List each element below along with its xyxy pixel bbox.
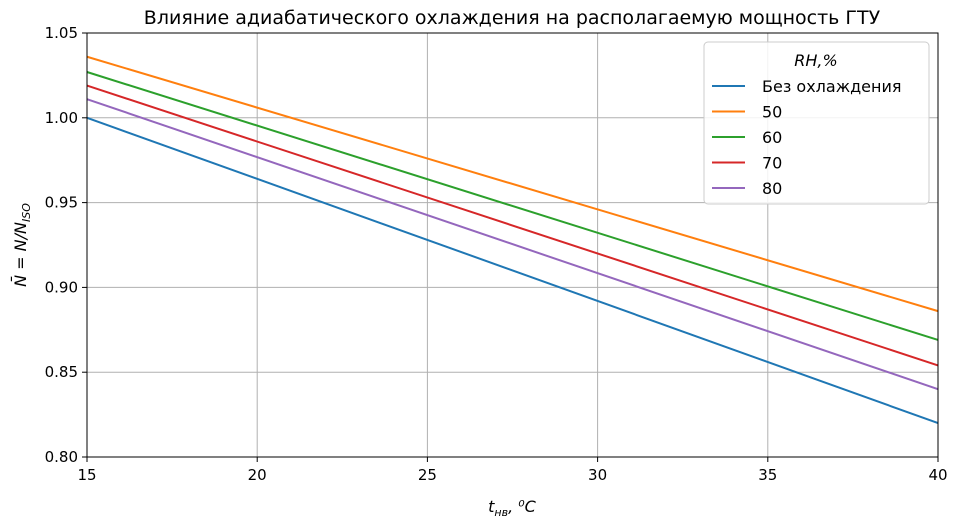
series-line-3 — [86, 84, 939, 367]
y-axis-label-main: N̄ = N/N — [11, 222, 30, 287]
y-tick-label: 0.85 — [45, 363, 78, 381]
legend-label-2: 60 — [762, 128, 782, 147]
legend-items: Без охлаждения 50 60 70 80 — [712, 77, 902, 198]
series-line-4 — [86, 98, 939, 391]
x-tick-label: 40 — [928, 466, 947, 484]
series-line-1 — [86, 55, 939, 313]
x-tick-label: 25 — [418, 466, 437, 484]
x-axis-ticks: 15 20 25 30 35 40 — [77, 457, 948, 484]
series-line-2 — [86, 71, 939, 341]
legend-label-3: 70 — [762, 154, 782, 173]
x-tick-label: 30 — [588, 466, 607, 484]
legend-label-1: 50 — [762, 103, 782, 122]
series-lines — [86, 55, 939, 425]
y-axis-label: N̄ = N/NISO — [11, 203, 33, 287]
y-tick-label: 0.90 — [45, 278, 78, 296]
x-tick-label: 20 — [248, 466, 267, 484]
x-tick-label: 15 — [77, 466, 96, 484]
y-axis-ticks: 0.80 0.85 0.90 0.95 1.00 1.05 — [45, 24, 87, 466]
x-axis-label-sub: нв — [494, 506, 508, 519]
y-tick-label: 1.05 — [45, 24, 78, 42]
y-tick-label: 1.00 — [45, 109, 78, 127]
legend-label-4: 80 — [762, 179, 782, 198]
x-axis-label-unit: , ⁰C — [508, 497, 537, 516]
plot-frame — [86, 32, 939, 458]
legend-title: RH,% — [794, 51, 837, 70]
legend: RH,% Без охлаждения 50 60 70 80 — [703, 41, 930, 205]
y-tick-label: 0.80 — [45, 448, 78, 466]
y-axis-label-sub: ISO — [20, 203, 33, 222]
chart-title: Влияние адиабатического охлаждения на ра… — [144, 7, 881, 29]
x-tick-label: 35 — [758, 466, 777, 484]
legend-label-0: Без охлаждения — [762, 77, 902, 96]
series-line-0 — [86, 116, 939, 425]
x-axis-label: tнв, ⁰C — [488, 497, 537, 519]
y-tick-label: 0.95 — [45, 194, 78, 212]
legend-box — [703, 41, 930, 205]
x-axis-label-main: t — [488, 497, 495, 516]
